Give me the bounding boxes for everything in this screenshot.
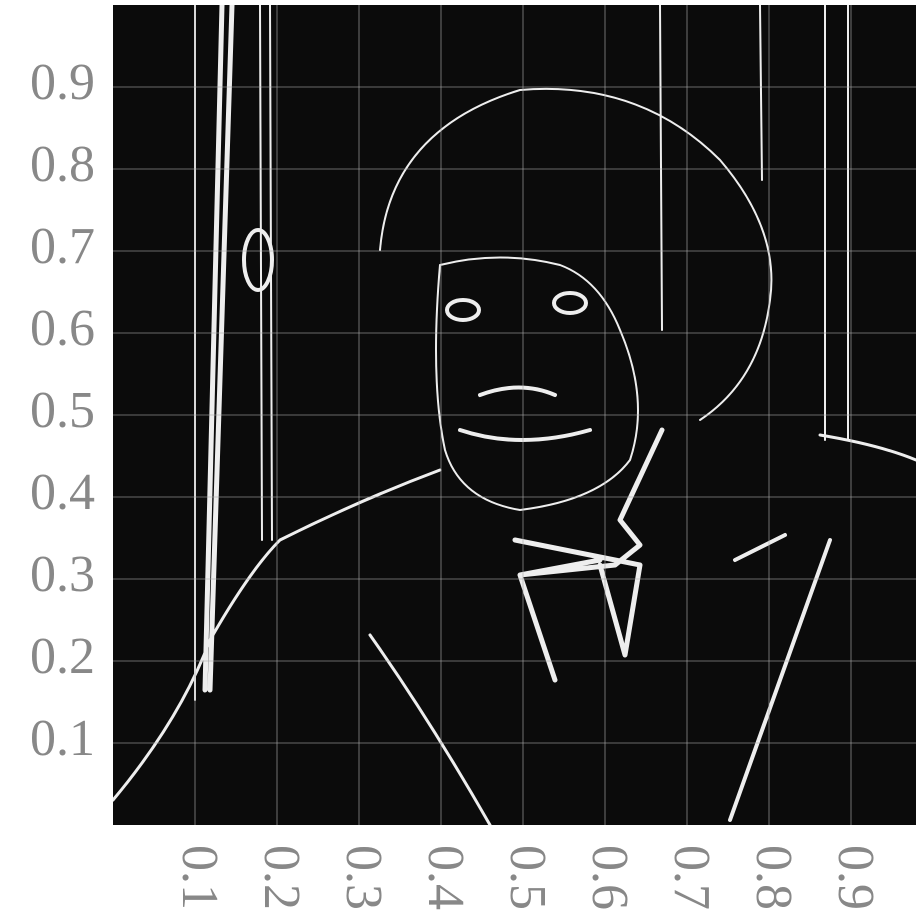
x-tick-label: 0.2	[253, 845, 310, 910]
x-tick-label: 0.9	[827, 845, 884, 910]
x-tick-label: 0.1	[171, 845, 228, 910]
y-tick-label: 0.7	[30, 218, 95, 275]
y-tick-label: 0.6	[30, 300, 95, 357]
y-tick-label: 0.3	[30, 546, 95, 603]
x-tick-label: 0.3	[335, 845, 392, 910]
y-tick-label: 0.4	[30, 464, 95, 521]
x-tick-label: 0.6	[581, 845, 638, 910]
y-tick-label: 0.5	[30, 382, 95, 439]
x-tick-label: 0.5	[499, 845, 556, 910]
chart: 0.1 0.2 0.3 0.4 0.5 0.6 0.7 0.8 0.9 0.1 0.2 0.3 0.4 0…	[0, 0, 916, 917]
y-tick-label: 0.9	[30, 54, 95, 111]
x-tick-label: 0.7	[663, 845, 720, 910]
x-tick-label: 0.8	[745, 845, 802, 910]
y-tick-label: 0.8	[30, 136, 95, 193]
y-tick-label: 0.2	[30, 628, 95, 685]
y-tick-label: 0.1	[30, 710, 95, 767]
x-tick-label: 0.4	[417, 845, 474, 910]
